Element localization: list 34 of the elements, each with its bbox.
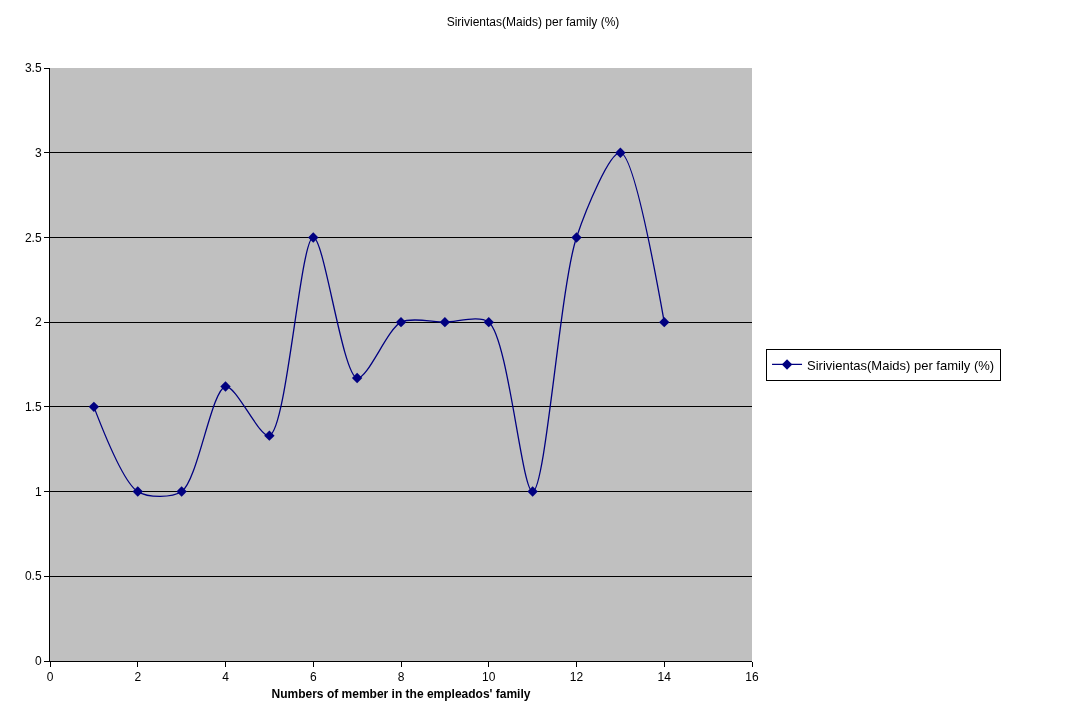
- point: [395, 316, 407, 328]
- chart-title: Sirivientas(Maids) per family (%): [446, 15, 620, 30]
- y-tick-label: 1.5: [24, 400, 42, 415]
- y-tick-label: 1: [34, 484, 42, 499]
- point: [483, 316, 494, 328]
- point: [615, 147, 626, 158]
- point: [264, 430, 275, 441]
- x-axis-title: Numbers of member in the empleados' family: [271, 687, 531, 702]
- point: [88, 401, 100, 413]
- x-tick-label: 10: [482, 670, 496, 685]
- point: [527, 486, 538, 497]
- y-tick-label: 2.5: [24, 230, 42, 245]
- x-tick-label: 12: [569, 670, 584, 685]
- x-tick-label: 0: [46, 670, 54, 685]
- x-tick-label: 4: [222, 670, 230, 685]
- y-tick-label: 0.5: [24, 569, 42, 584]
- point: [571, 232, 582, 243]
- point: [176, 486, 187, 497]
- point: [308, 232, 319, 243]
- y-tick-label: 2: [34, 315, 42, 330]
- point: [132, 486, 143, 497]
- legend-label: Sirivientas(Maids) per family (%): [807, 357, 995, 373]
- point: [439, 316, 451, 328]
- y-tick-label: 0: [34, 654, 42, 669]
- x-tick-label: 8: [397, 670, 405, 685]
- x-tick-label: 14: [657, 670, 672, 685]
- x-tick-label: 2: [134, 670, 142, 685]
- point: [351, 372, 363, 384]
- y-tick-label: 3: [34, 145, 42, 160]
- point: [220, 381, 231, 392]
- x-tick-label: 6: [309, 670, 317, 685]
- x-tick-label: 16: [745, 670, 759, 685]
- y-tick-label: 3.5: [24, 61, 42, 76]
- point: [659, 316, 670, 328]
